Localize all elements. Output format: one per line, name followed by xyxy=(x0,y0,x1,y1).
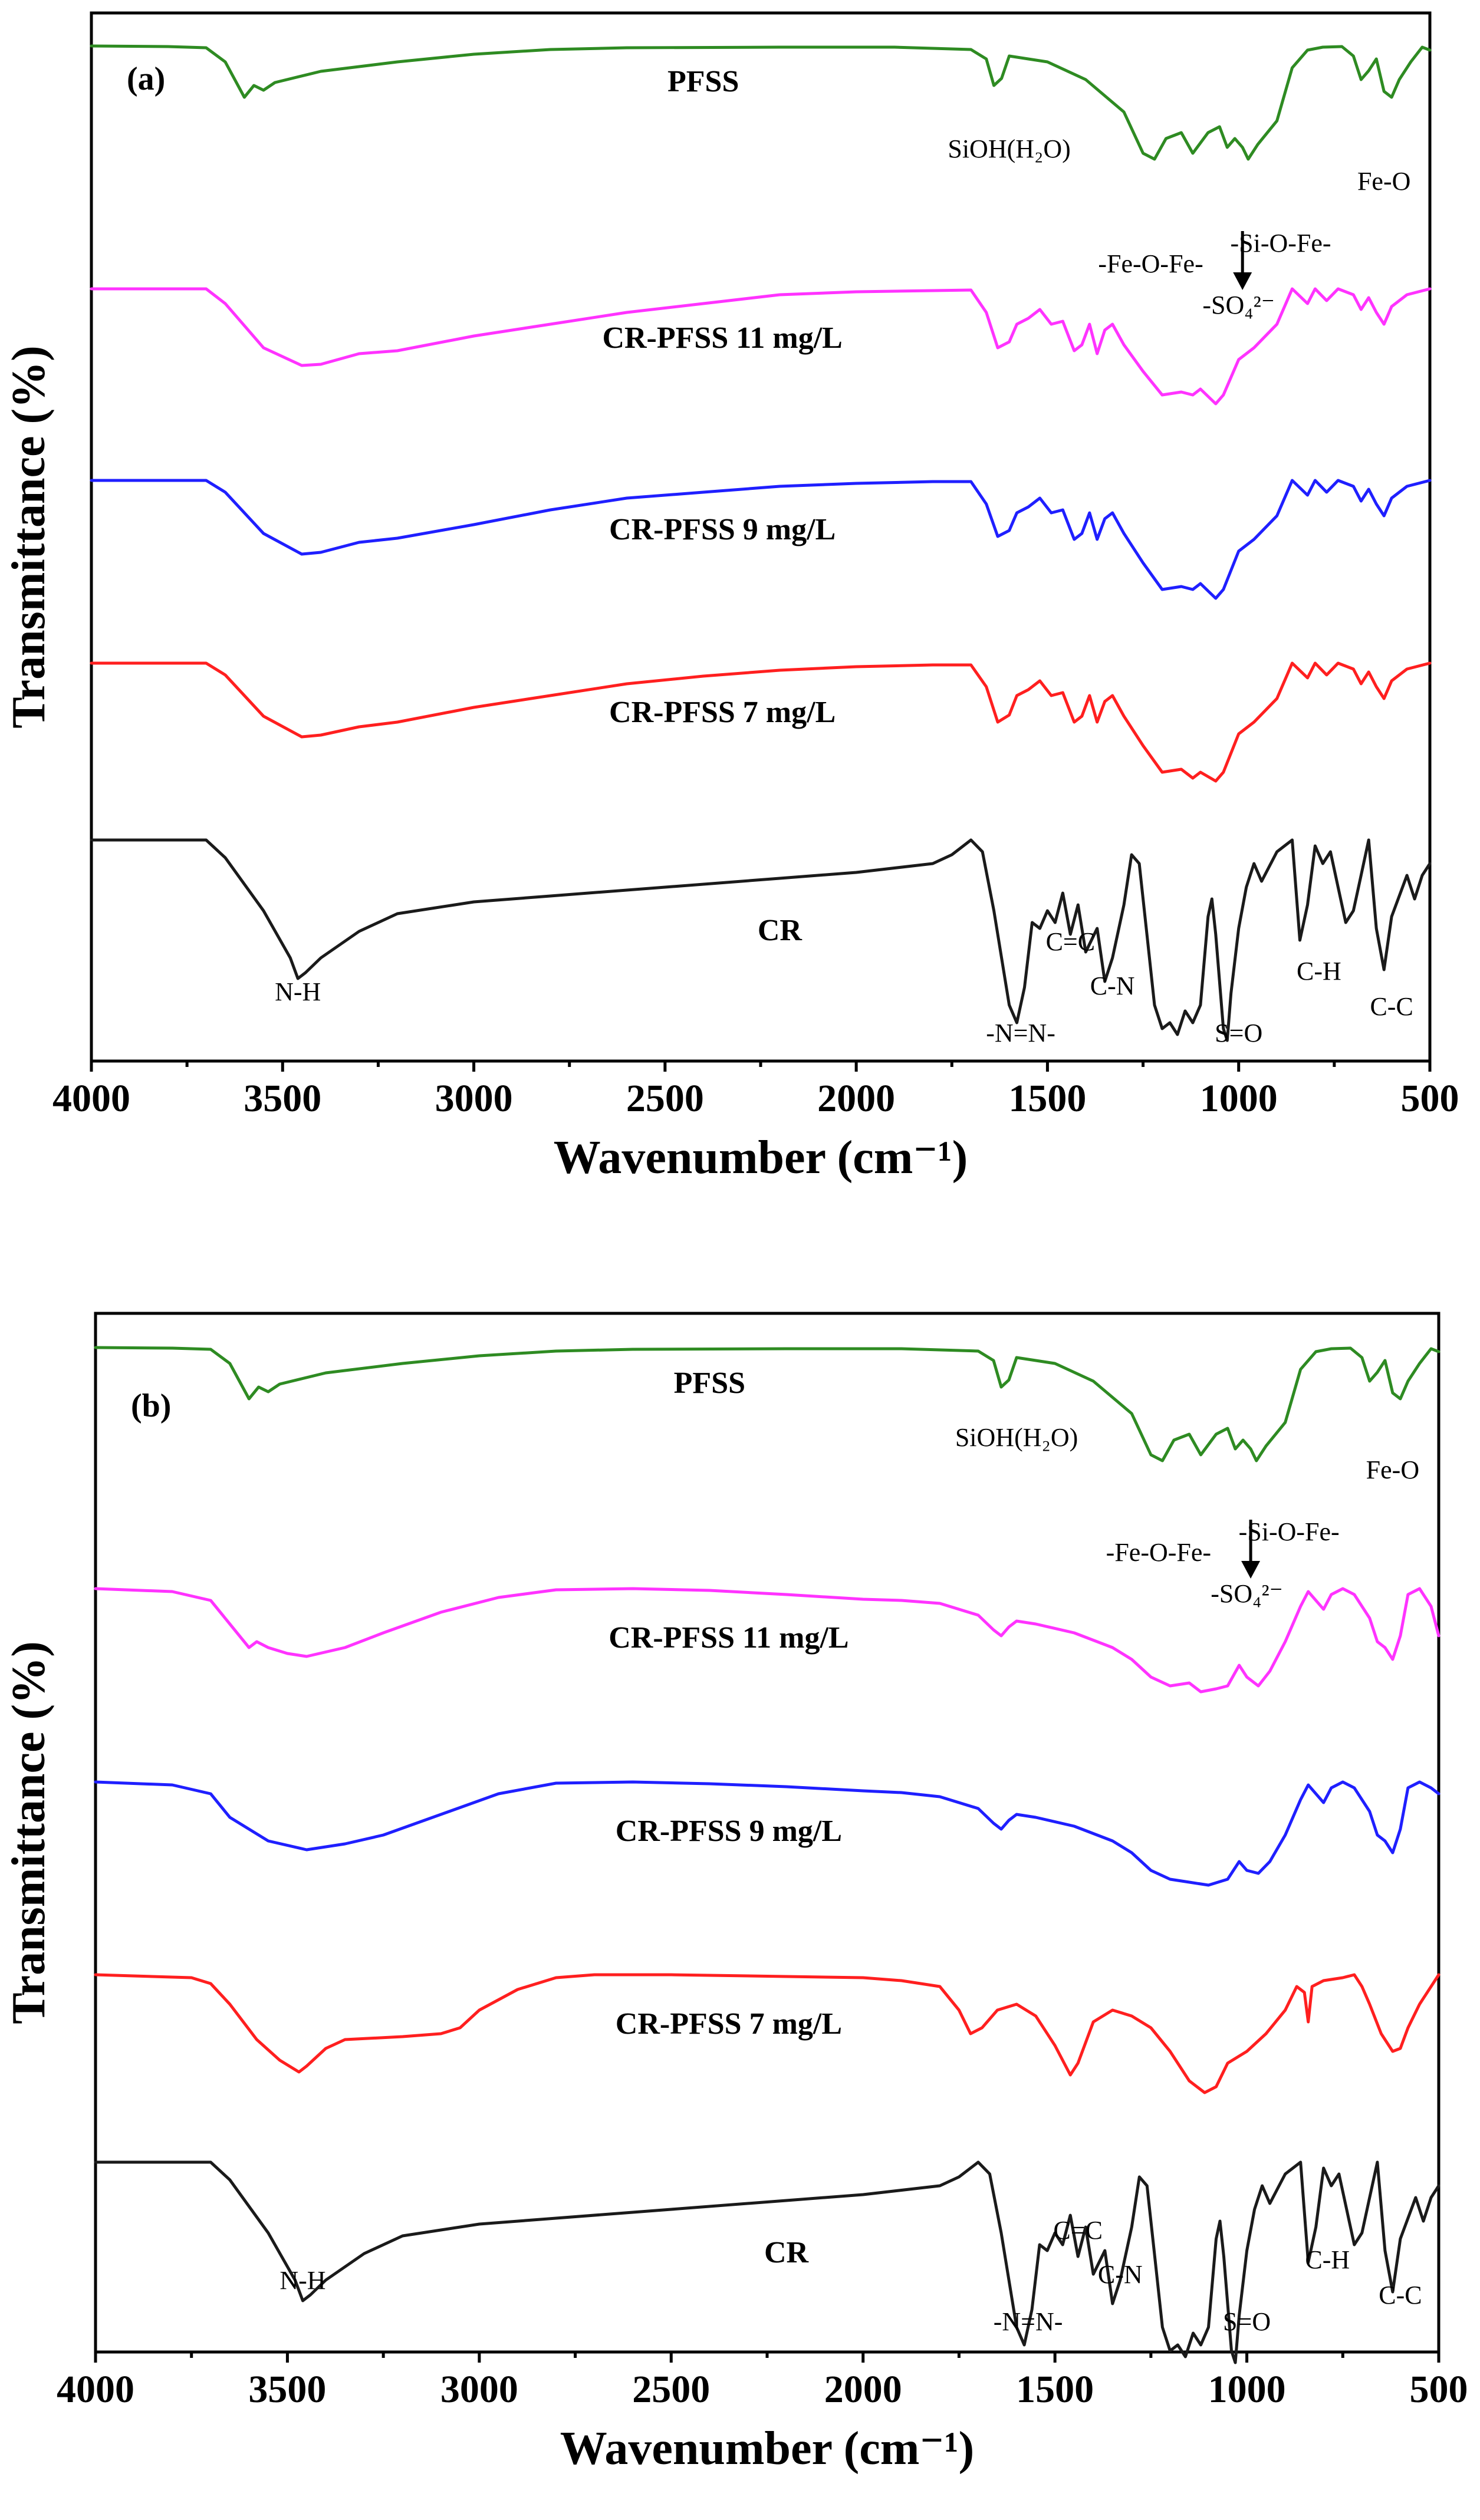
x-tick-label: 3000 xyxy=(435,1077,513,1120)
y-axis-title: Transmittance (%) xyxy=(3,1641,55,2024)
series-label: CR-PFSS 11 mg/L xyxy=(602,321,842,355)
x-tick-label: 1500 xyxy=(1016,2368,1094,2411)
peak-annotation: C-H xyxy=(1305,2245,1350,2274)
peak-annotation: N-H xyxy=(279,2266,325,2295)
peak-annotation: -N=N- xyxy=(994,2307,1063,2336)
x-tick-label: 2000 xyxy=(824,2368,902,2411)
peak-annotation: -Fe-O-Fe- xyxy=(1106,1538,1211,1567)
panel-label: (b) xyxy=(131,1388,171,1424)
x-tick-label: 1000 xyxy=(1200,1077,1278,1120)
spectrum-line-cr xyxy=(90,838,1432,1042)
peak-annotation: C=C xyxy=(1053,2216,1103,2245)
peak-annotation: -Si-O-Fe- xyxy=(1239,1517,1340,1546)
peak-annotation: C-C xyxy=(1370,992,1413,1021)
x-tick-label: 500 xyxy=(1401,1077,1459,1120)
peak-annotation: SiOH(H₂O) xyxy=(955,1423,1078,1452)
y-axis-title: Transmittance (%) xyxy=(3,345,55,729)
peak-annotation: Fe-O xyxy=(1366,1455,1419,1484)
x-tick-label: 2500 xyxy=(632,2368,710,2411)
spectrum-line-pfss xyxy=(90,44,1432,161)
series-label: CR-PFSS 7 mg/L xyxy=(616,2007,842,2041)
peak-annotation: C-N xyxy=(1090,971,1135,1000)
x-tick-label: 1000 xyxy=(1208,2368,1286,2411)
x-axis-title: Wavenumber (cm⁻¹) xyxy=(560,2423,974,2475)
peak-annotation: C-H xyxy=(1297,957,1341,986)
x-axis-title: Wavenumber (cm⁻¹) xyxy=(554,1132,968,1184)
x-tick-label: 3500 xyxy=(248,2368,326,2411)
peak-annotation: -Si-O-Fe- xyxy=(1231,229,1331,258)
series-label: CR-PFSS 9 mg/L xyxy=(616,1814,842,1848)
peak-annotation: SiOH(H₂O) xyxy=(948,134,1070,163)
x-tick-label: 2000 xyxy=(817,1077,895,1120)
peak-annotation: N-H xyxy=(275,977,321,1006)
x-tick-label: 4000 xyxy=(52,1077,130,1120)
x-tick-label: 3000 xyxy=(440,2368,518,2411)
sulfate-arrow-head xyxy=(1233,272,1252,290)
series-label: CR xyxy=(764,2236,810,2269)
series-label: CR-PFSS 11 mg/L xyxy=(609,1621,848,1655)
series-label: CR-PFSS 9 mg/L xyxy=(609,513,836,546)
peak-annotation: S=O xyxy=(1215,1019,1262,1047)
peak-annotation: C=C xyxy=(1046,927,1096,956)
peak-annotation: Fe-O xyxy=(1357,167,1410,196)
peak-annotation: C-C xyxy=(1379,2281,1422,2310)
peak-annotation: -SO₄²⁻ xyxy=(1202,291,1275,319)
sulfate-arrow-head xyxy=(1241,1561,1261,1579)
x-tick-label: 4000 xyxy=(57,2368,134,2411)
peak-annotation: S=O xyxy=(1223,2307,1271,2336)
peak-annotation: C-N xyxy=(1098,2260,1143,2289)
peak-annotation: -N=N- xyxy=(986,1019,1055,1047)
spectrum-line-pfss xyxy=(94,1346,1440,1462)
peak-annotation: -SO₄²⁻ xyxy=(1211,1579,1283,1608)
panel-label: (a) xyxy=(127,61,165,97)
spectrum-line-cr-pfss-11-mg-l xyxy=(94,1587,1440,1694)
series-label: CR xyxy=(758,914,803,947)
x-tick-label: 2500 xyxy=(626,1077,704,1120)
x-tick-label: 3500 xyxy=(244,1077,321,1120)
spectrum-line-cr-pfss-9-mg-l xyxy=(94,1780,1440,1887)
spectrum-line-cr-pfss-7-mg-l xyxy=(94,1973,1440,2094)
peak-annotation: -Fe-O-Fe- xyxy=(1098,249,1203,278)
series-label: PFSS xyxy=(667,65,739,98)
spectrum-line-cr xyxy=(94,2160,1440,2364)
spectrum-line-cr-pfss-9-mg-l xyxy=(90,479,1432,600)
spectrum-line-cr-pfss-7-mg-l xyxy=(90,661,1432,783)
spectrum-line-cr-pfss-11-mg-l xyxy=(90,287,1432,406)
x-tick-label: 1500 xyxy=(1008,1077,1086,1120)
x-tick-label: 500 xyxy=(1410,2368,1468,2411)
series-label: CR-PFSS 7 mg/L xyxy=(609,696,836,729)
series-label: PFSS xyxy=(674,1366,745,1400)
